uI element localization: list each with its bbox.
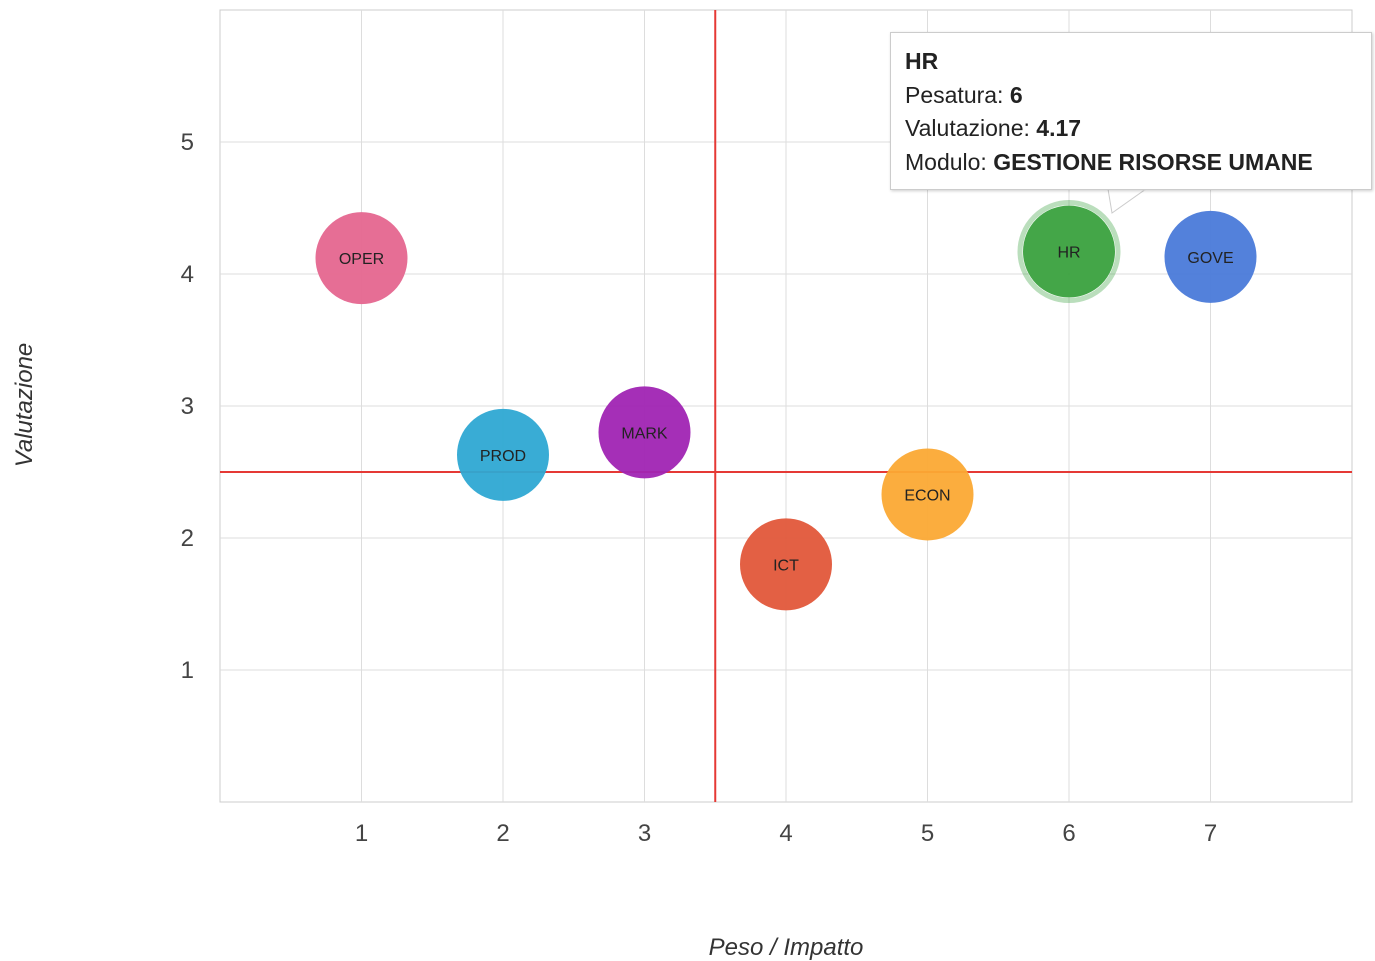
x-tick-label: 1 — [355, 820, 368, 847]
tooltip-row-valutazione: Valutazione: 4.17 — [905, 112, 1357, 146]
y-tick-label: 1 — [181, 657, 194, 684]
tooltip-modulo-label: Modulo: — [905, 148, 987, 175]
x-tick-label: 5 — [921, 820, 934, 847]
bubble-label: ECON — [904, 487, 950, 504]
x-tick-label: 3 — [638, 820, 651, 847]
tooltip-pesatura-value: 6 — [1009, 81, 1023, 108]
bubble — [1023, 205, 1115, 298]
x-tick-label: 7 — [1204, 820, 1217, 847]
tooltip: HR Pesatura: 6 Valutazione: 4.17 Modulo:… — [890, 32, 1372, 190]
bubble-oper: OPER — [315, 212, 408, 305]
bubble-ict: ICT — [740, 518, 832, 611]
bubble — [1164, 210, 1257, 303]
bubble-prod: PROD — [457, 408, 549, 501]
tick-labels: 1 2 3 4 5 6 7 1 2 3 4 5 — [181, 129, 1218, 847]
data-points: OPER PROD MARK ICT ECON HR GOVE — [315, 200, 1257, 611]
bubble-label: HR — [1057, 245, 1080, 262]
bubble-econ: ECON — [881, 448, 974, 541]
bubble — [315, 212, 408, 305]
tooltip-row-modulo: Modulo: GESTIONE RISORSE UMANE — [905, 146, 1357, 180]
bubble-label: OPER — [339, 251, 384, 268]
bubble-hr: HR — [1017, 200, 1121, 304]
y-tick-label: 3 — [181, 393, 194, 420]
tooltip-row-pesatura: Pesatura: 6 — [905, 79, 1357, 113]
bubble — [740, 518, 832, 611]
y-tick-label: 2 — [181, 525, 194, 552]
bubble-label: MARK — [621, 425, 668, 442]
bubble — [598, 386, 691, 479]
reference-lines — [220, 10, 1352, 802]
tooltip-valutazione-value: 4.17 — [1036, 115, 1082, 141]
y-axis-title: Valutazione — [11, 343, 38, 468]
tooltip-valutazione-label: Valutazione: — [905, 115, 1030, 141]
x-axis-title: Peso / Impatto — [709, 934, 864, 961]
bubble-label: GOVE — [1187, 250, 1233, 267]
bubble-mark: MARK — [598, 386, 691, 479]
bubble-gove: GOVE — [1164, 210, 1257, 303]
x-tick-label: 6 — [1062, 820, 1075, 847]
bubble-highlight — [1017, 200, 1121, 304]
y-tick-label: 4 — [181, 261, 194, 288]
tooltip-modulo-value: GESTIONE RISORSE UMANE — [993, 148, 1313, 175]
x-tick-label: 4 — [779, 820, 792, 847]
bubble-label: ICT — [773, 557, 799, 574]
tooltip-title: HR — [905, 48, 939, 74]
bubble-label: PROD — [480, 448, 526, 465]
bubble — [881, 448, 974, 541]
tooltip-pesatura-label: Pesatura: — [905, 81, 1004, 108]
y-tick-label: 5 — [181, 129, 194, 156]
bubble — [457, 408, 549, 501]
x-tick-label: 2 — [496, 820, 509, 847]
